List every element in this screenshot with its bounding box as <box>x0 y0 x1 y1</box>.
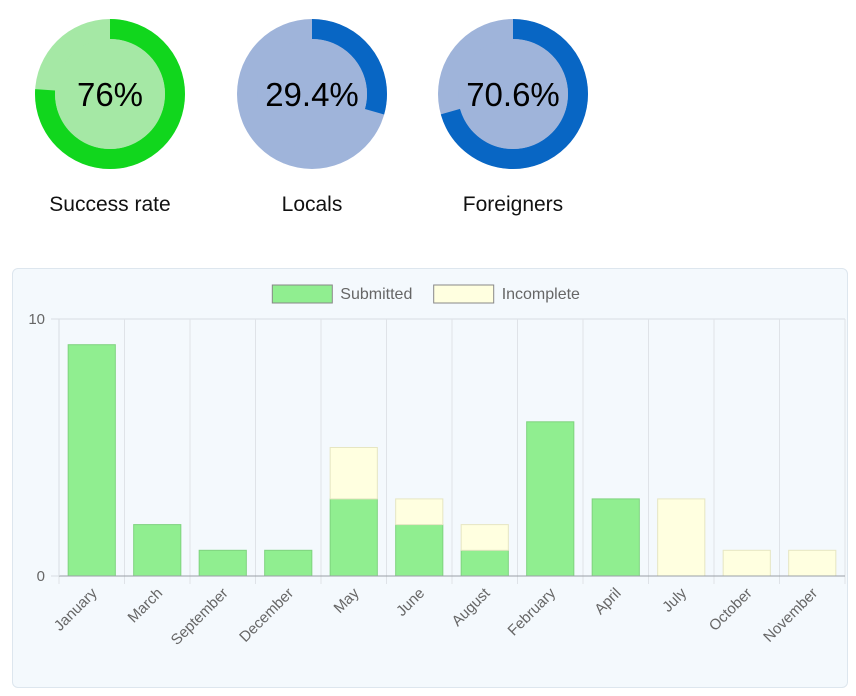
bar-submitted-june <box>395 524 444 577</box>
x-tick-label: June <box>393 585 428 620</box>
bar-submitted-august <box>460 549 509 577</box>
bar-submitted-may <box>329 498 378 577</box>
locals-label: Locals <box>281 193 343 216</box>
bar-submitted-march <box>133 524 182 577</box>
bar-submitted-september <box>198 549 247 577</box>
bar-incomplete-may <box>329 447 378 500</box>
bar-incomplete-october <box>722 549 771 577</box>
monthly-bar-chart: 0 10 January March September December May June A… <box>28 284 846 649</box>
bar-submitted-february <box>526 421 575 577</box>
gauge-locals: 29.4% Locals <box>236 18 388 217</box>
foreigners-donut-fill <box>438 19 588 169</box>
x-tick-label: September <box>168 585 232 649</box>
legend-swatch-incomplete <box>433 284 495 304</box>
legend-label-incomplete: Incomplete <box>502 286 580 303</box>
legend-label-submitted: Submitted <box>340 286 412 303</box>
x-tick-label: October <box>706 585 756 635</box>
locals-donut-center <box>257 39 367 149</box>
bar-submitted-december <box>264 549 313 577</box>
foreigners-donut-center <box>458 39 568 149</box>
legend-swatch-submitted <box>271 284 333 304</box>
x-tick-label: March <box>125 585 166 626</box>
x-tick-label: May <box>331 584 363 616</box>
x-tick-label: November <box>760 585 821 646</box>
bar-incomplete-november <box>788 549 837 577</box>
bar-chart-panel: 0 10 January March September December May June A… <box>12 268 848 688</box>
bar-incomplete-august <box>460 524 509 551</box>
success-rate-donut-center <box>55 39 165 149</box>
bar-submitted-april <box>591 498 640 577</box>
x-tick-label: December <box>236 585 297 646</box>
locals-donut-fill <box>237 19 387 169</box>
success-rate-value: 76% <box>77 76 143 113</box>
success-rate-label: Success rate <box>49 193 171 216</box>
foreigners-donut: 70.6% <box>438 19 588 169</box>
success-rate-donut-fill <box>35 19 185 169</box>
bar-incomplete-july <box>657 498 706 577</box>
foreigners-value: 70.6% <box>466 76 560 113</box>
x-tick-label: August <box>449 584 495 630</box>
gauge-foreigners: 70.6% Foreigners <box>437 18 589 217</box>
success-rate-donut: 76% <box>35 19 185 169</box>
bar-incomplete-june <box>395 498 444 526</box>
x-tick-label: April <box>591 585 624 618</box>
y-tick-label: 0 <box>37 568 45 585</box>
bar-submitted-january <box>67 344 116 577</box>
x-tick-label: February <box>505 584 560 639</box>
locals-donut: 29.4% <box>237 19 387 169</box>
locals-value: 29.4% <box>265 76 359 113</box>
x-tick-label: July <box>659 584 690 615</box>
gauge-success-rate: 76% Success rate <box>34 18 186 217</box>
x-tick-label: January <box>51 584 101 634</box>
y-tick-label: 10 <box>28 311 45 328</box>
foreigners-label: Foreigners <box>462 193 564 216</box>
